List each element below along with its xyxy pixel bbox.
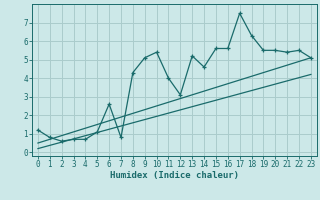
X-axis label: Humidex (Indice chaleur): Humidex (Indice chaleur)	[110, 171, 239, 180]
